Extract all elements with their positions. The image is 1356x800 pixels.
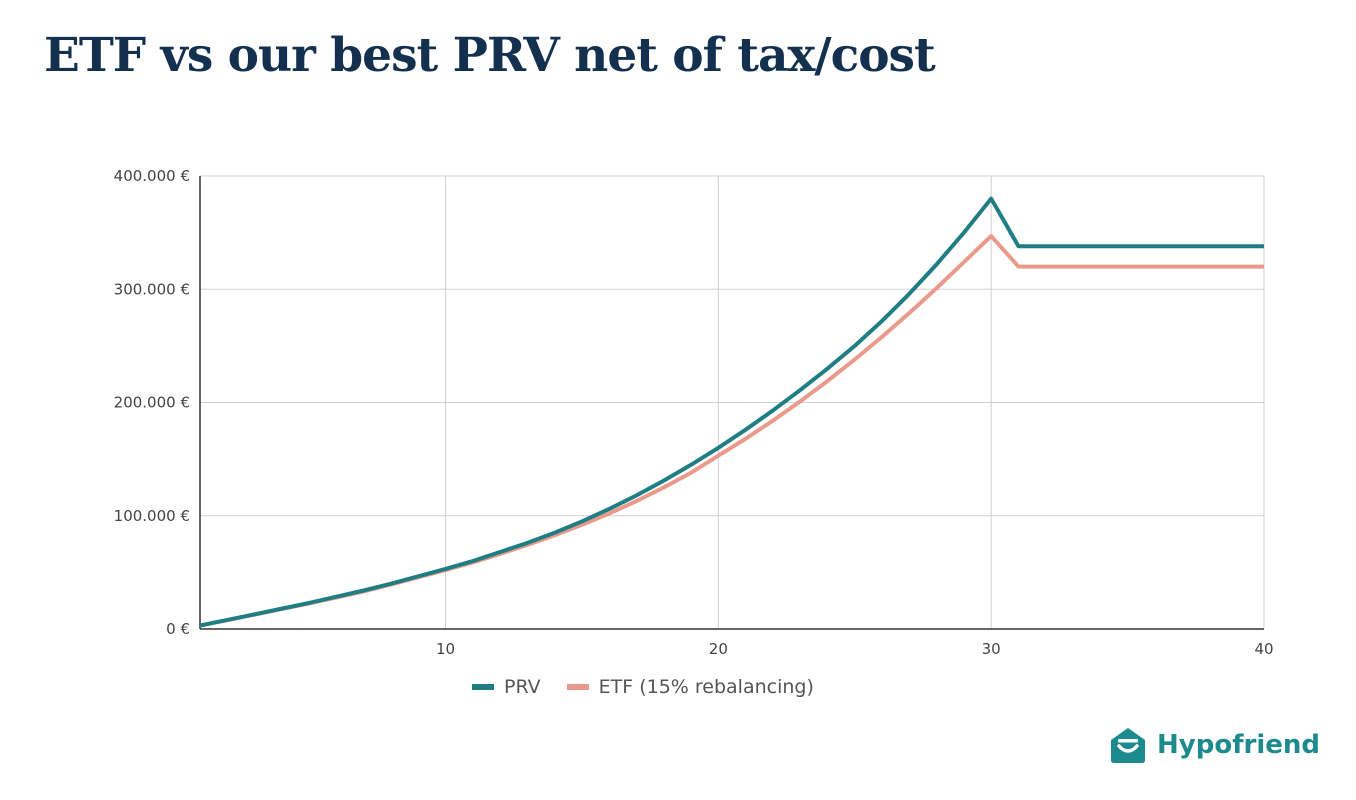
axes	[199, 176, 1264, 630]
grid-lines	[200, 175, 1265, 629]
brand-logo: Hypofriend	[1109, 726, 1320, 764]
brand-name: Hypofriend	[1157, 730, 1320, 760]
y-tick-label: 200.000 €	[114, 394, 190, 412]
series-lines	[200, 196, 1264, 628]
series-line-etf[interactable]	[200, 234, 1264, 628]
x-tick-label: 30	[982, 640, 1001, 658]
x-tick-label: 20	[709, 640, 728, 658]
legend-swatch-prv	[472, 684, 494, 690]
legend-item-prv[interactable]: PRV	[472, 676, 541, 698]
x-tick-label: 40	[1254, 640, 1273, 658]
y-tick-label: 300.000 €	[114, 280, 190, 298]
y-tick-label: 100.000 €	[114, 507, 190, 525]
y-tick-label: 400.000 €	[114, 167, 190, 185]
legend-swatch-etf	[566, 684, 589, 690]
legend-label-etf: ETF (15% rebalancing)	[598, 676, 814, 698]
x-tick-label: 10	[436, 640, 455, 658]
y-tick-label: 0 €	[166, 620, 190, 638]
house-logo-icon	[1111, 728, 1146, 763]
page-title: ETF vs our best PRV net of tax/cost	[44, 28, 936, 83]
chart-legend: PRV ETF (15% rebalancing)	[472, 676, 840, 698]
tick-labels: 0 € 100.000 € 200.000 € 300.000 € 400.000 € 1…	[114, 167, 1274, 658]
legend-label-prv: PRV	[504, 676, 541, 698]
series-line-prv[interactable]	[200, 196, 1264, 628]
legend-item-etf[interactable]: ETF (15% rebalancing)	[566, 676, 814, 698]
